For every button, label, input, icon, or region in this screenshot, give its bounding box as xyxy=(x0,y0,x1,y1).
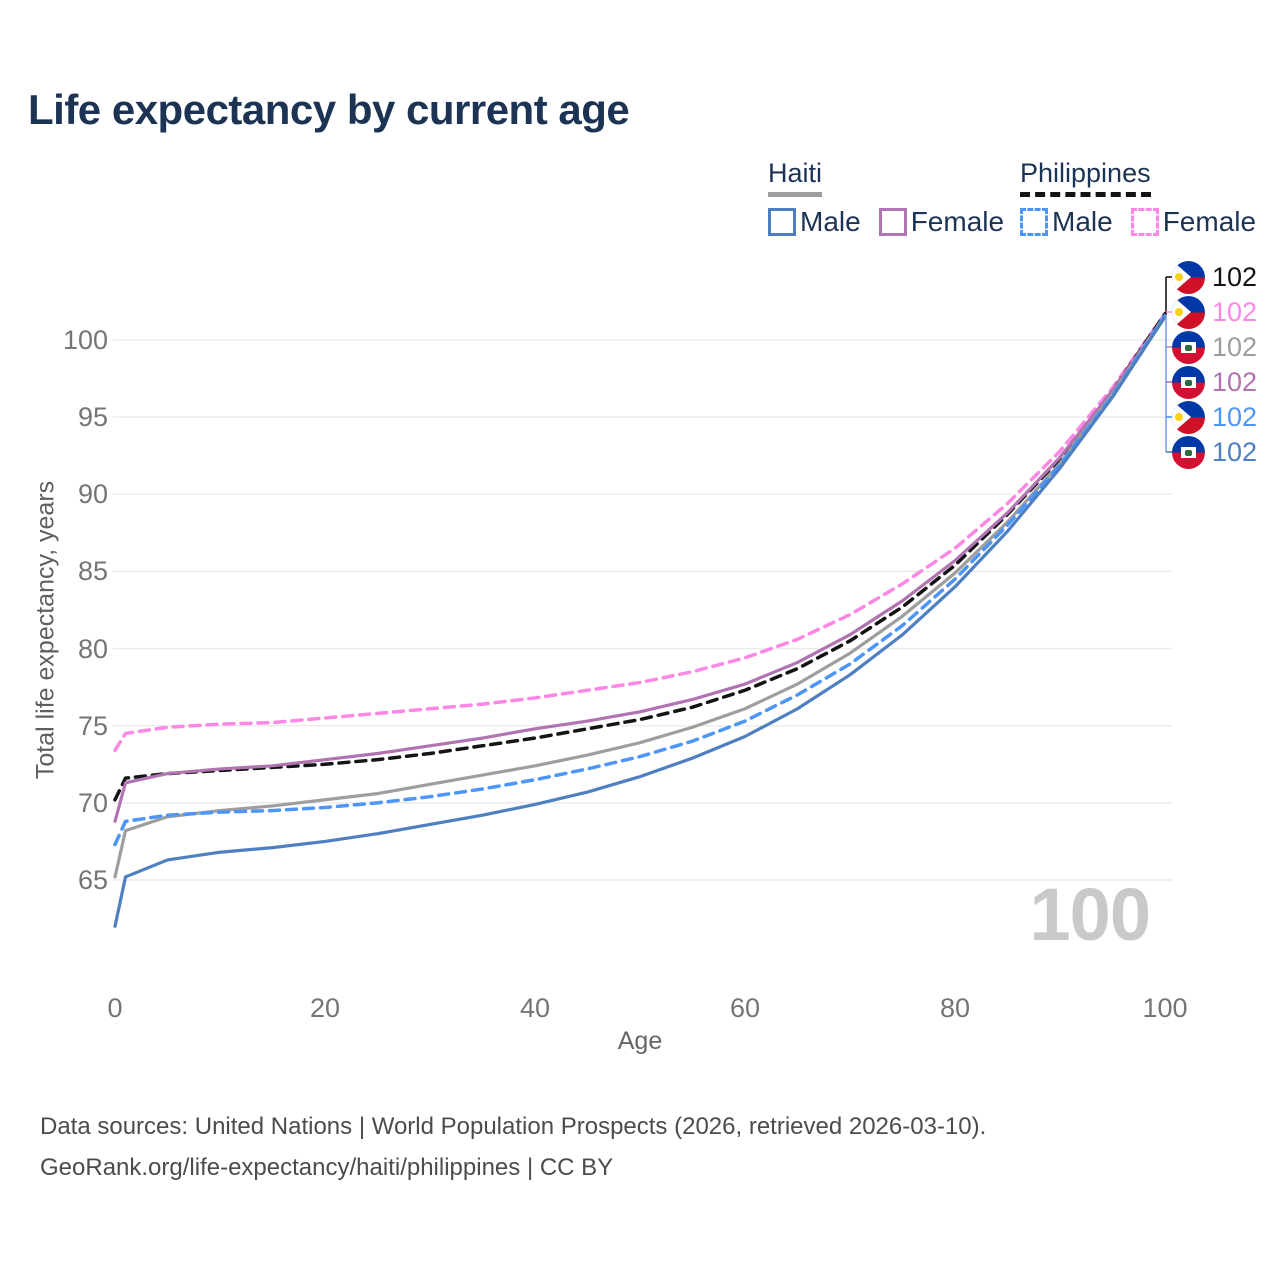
series-line-haiti-male[interactable] xyxy=(113,315,1167,928)
footer: Data sources: United Nations | World Pop… xyxy=(40,1106,986,1188)
legend-label-philippines-female: Female xyxy=(1162,206,1257,237)
haiti-flag-icon xyxy=(1172,330,1205,364)
y-tick-label: 75 xyxy=(77,710,108,741)
legend-title-haiti[interactable]: Haiti xyxy=(768,158,823,197)
legend-group-philippines: Philippines Male Female xyxy=(1020,158,1256,238)
endpoint-label-philippines-male: 102 xyxy=(1172,400,1257,434)
y-tick-label: 80 xyxy=(77,633,108,664)
y-tick-label: 85 xyxy=(77,556,108,587)
haiti-flag-icon xyxy=(1172,435,1205,469)
haiti-flag-icon xyxy=(1172,365,1205,399)
y-tick-label: 65 xyxy=(77,865,108,895)
haiti-male-swatch-icon xyxy=(768,208,796,236)
y-tick-label: 90 xyxy=(77,479,108,510)
y-tick-label: 70 xyxy=(77,787,108,818)
philippines-female-swatch-icon xyxy=(1130,208,1159,236)
philippines-male-swatch-icon xyxy=(1020,208,1048,236)
endpoint-value: 102 xyxy=(1212,436,1258,467)
endpoint-value: 102 xyxy=(1212,261,1258,292)
x-tick-label: 40 xyxy=(519,993,551,1023)
philippines-flag-icon xyxy=(1172,295,1205,329)
footer-attribution-line: GeoRank.org/life-expectancy/haiti/philip… xyxy=(40,1154,614,1181)
endpoint-value: 102 xyxy=(1212,331,1258,362)
legend-item-philippines-female[interactable]: Female xyxy=(1130,206,1257,238)
legend-label-philippines-male: Male xyxy=(1052,206,1113,237)
x-tick-label: 100 xyxy=(1142,993,1188,1023)
y-axis-title: Total life expectancy, years xyxy=(31,480,60,780)
legend-item-philippines-male[interactable]: Male xyxy=(1020,206,1113,238)
x-tick-label: 20 xyxy=(309,993,341,1023)
endpoint-value: 102 xyxy=(1212,401,1258,432)
endpoint-value: 102 xyxy=(1212,296,1258,327)
x-tick-label: 80 xyxy=(939,993,971,1023)
endpoint-label-haiti-male: 102 xyxy=(1172,435,1257,469)
x-tick-label: 0 xyxy=(107,993,123,1023)
haiti-female-swatch-icon xyxy=(878,208,907,236)
philippines-flag-icon xyxy=(1172,260,1205,294)
legend-title-philippines[interactable]: Philippines xyxy=(1020,158,1151,197)
endpoint-label-haiti-female: 102 xyxy=(1172,365,1257,399)
series-line-philippines-male[interactable] xyxy=(113,313,1167,847)
footer-sources-line: Data sources: United Nations | World Pop… xyxy=(40,1113,987,1140)
page-title: Life expectancy by current age xyxy=(28,86,630,133)
legend-group-haiti: Haiti Male Female xyxy=(768,158,1004,238)
legend-item-haiti-female[interactable]: Female xyxy=(878,206,1005,238)
age-counter-watermark: 100 xyxy=(1029,873,1151,956)
legend-label-haiti-female: Female xyxy=(910,206,1005,237)
endpoint-label-philippines-female: 102 xyxy=(1172,295,1257,329)
legend-item-haiti-male[interactable]: Male xyxy=(768,206,861,238)
series-line-philippines-both[interactable] xyxy=(113,312,1167,802)
plot-svg xyxy=(113,276,1174,928)
philippines-flag-icon xyxy=(1172,400,1205,434)
series-line-philippines-female[interactable] xyxy=(113,312,1167,753)
x-axis-title: Age xyxy=(617,1027,663,1055)
y-tick-label: 95 xyxy=(77,402,108,433)
series-line-haiti-female[interactable] xyxy=(113,313,1167,823)
series-line-haiti-both[interactable] xyxy=(113,313,1167,879)
y-tick-label: 100 xyxy=(62,325,108,355)
x-tick-label: 60 xyxy=(729,993,761,1023)
endpoint-label-philippines-both-sexes-: 102 xyxy=(1172,260,1257,294)
endpoint-label-haiti-both-sexes-: 102 xyxy=(1172,330,1257,364)
endpoint-value: 102 xyxy=(1212,366,1258,397)
legend-label-haiti-male: Male xyxy=(800,206,861,237)
